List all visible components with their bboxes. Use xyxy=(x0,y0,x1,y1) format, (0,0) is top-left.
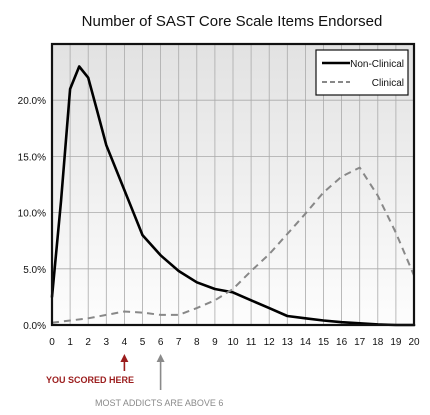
x-tick-label: 2 xyxy=(85,337,91,348)
x-tick-label: 16 xyxy=(336,337,348,348)
y-tick-label: 10.0% xyxy=(18,209,46,220)
x-tick-label: 20 xyxy=(408,337,420,348)
x-tick-label: 0 xyxy=(49,337,55,348)
x-tick-label: 17 xyxy=(354,337,366,348)
y-tick-label: 5.0% xyxy=(23,265,46,276)
x-tick-label: 4 xyxy=(122,337,128,348)
x-tick-label: 15 xyxy=(318,337,330,348)
x-tick-label: 19 xyxy=(390,337,402,348)
x-tick-label: 13 xyxy=(282,337,294,348)
x-tick-label: 18 xyxy=(372,337,384,348)
x-tick-label: 12 xyxy=(264,337,276,348)
legend-label-0: Non-Clinical xyxy=(350,59,404,70)
annotation-arrow-head-0 xyxy=(120,354,129,362)
series-line-non-clinical xyxy=(50,65,416,327)
x-tick-label: 5 xyxy=(140,337,146,348)
y-tick-label: 15.0% xyxy=(18,152,46,163)
x-tick-label: 1 xyxy=(67,337,73,348)
legend: Non-Clinical Clinical xyxy=(315,49,409,96)
x-tick-label: 11 xyxy=(246,337,257,348)
annotations: YOU SCORED HERE MOST ADDICTS ARE ABOVE 6 xyxy=(46,354,223,408)
x-tick-label: 14 xyxy=(300,337,312,348)
y-tick-label: 0.0% xyxy=(23,321,46,332)
x-tick-label: 6 xyxy=(158,337,164,348)
x-tick-label: 8 xyxy=(194,337,200,348)
x-tick-label: 9 xyxy=(212,337,218,348)
legend-label-1: Clinical xyxy=(372,78,404,89)
x-tick-label: 10 xyxy=(227,337,239,348)
annotation-arrow-head-1 xyxy=(156,354,165,362)
plot-frame xyxy=(50,42,416,327)
annotation-label-1: MOST ADDICTS ARE ABOVE 6 xyxy=(95,398,223,408)
legend-box xyxy=(315,49,409,96)
x-tick-label: 3 xyxy=(104,337,110,348)
y-tick-label: 20.0% xyxy=(18,96,46,107)
chart-title: Number of SAST Core Scale Items Endorsed xyxy=(82,13,383,30)
series-line-clinical xyxy=(51,166,415,324)
x-tick-label: 7 xyxy=(176,337,182,348)
annotation-label-0: YOU SCORED HERE xyxy=(46,375,134,385)
